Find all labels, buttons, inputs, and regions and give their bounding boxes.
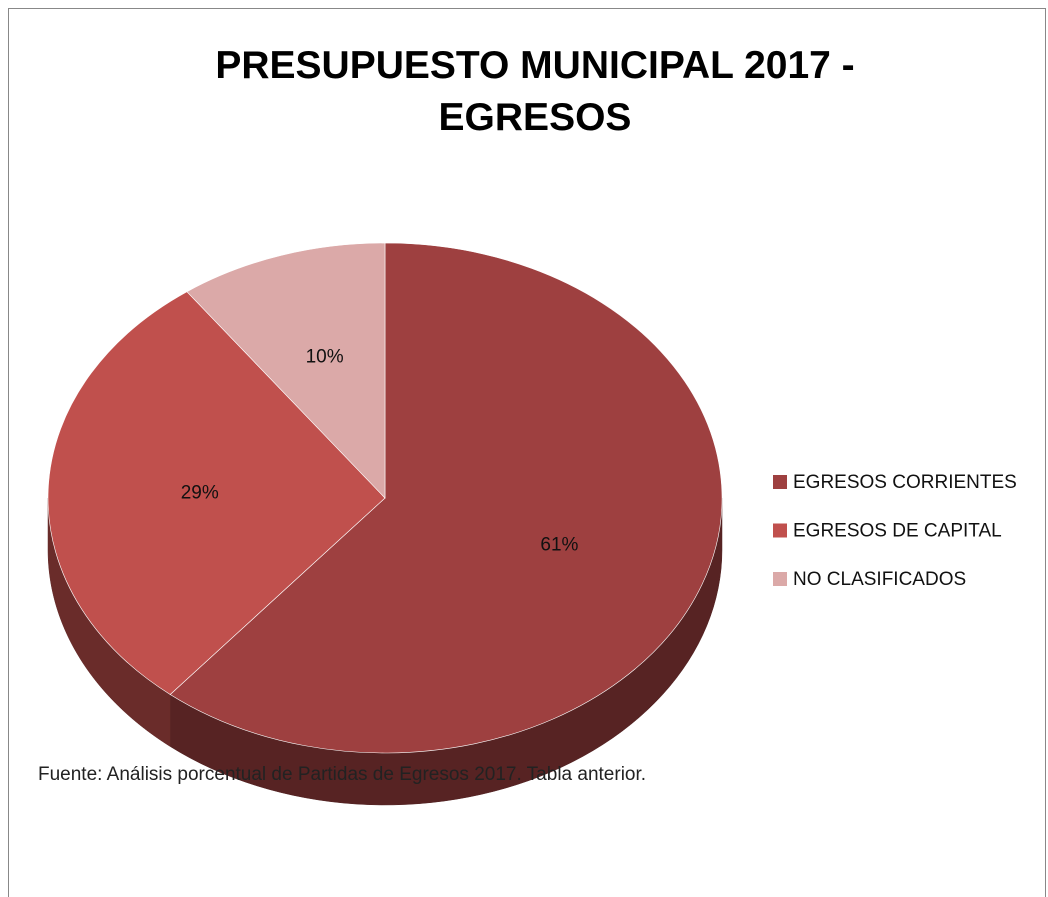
- slice: [47, 291, 386, 695]
- data-label: 10%: [306, 346, 344, 367]
- source-note: Fuente: Análisis porcentual de Partidas …: [38, 764, 647, 785]
- legend-label: NO CLASIFICADOS: [793, 569, 966, 590]
- legend-label: EGRESOS CORRIENTES: [793, 472, 1017, 493]
- legend-label: EGRESOS DE CAPITAL: [793, 521, 1002, 542]
- slice: [186, 242, 386, 499]
- legend-swatch: [773, 475, 787, 489]
- legend-swatch: [773, 523, 787, 538]
- chart-frame: [8, 8, 1046, 897]
- data-label: 29%: [181, 483, 219, 504]
- slice: [169, 242, 723, 754]
- chart-title: PRESUPUESTO MUNICIPAL 2017 - EGRESOS: [215, 44, 855, 139]
- data-label: 61%: [540, 535, 578, 556]
- legend-swatch: [773, 572, 787, 586]
